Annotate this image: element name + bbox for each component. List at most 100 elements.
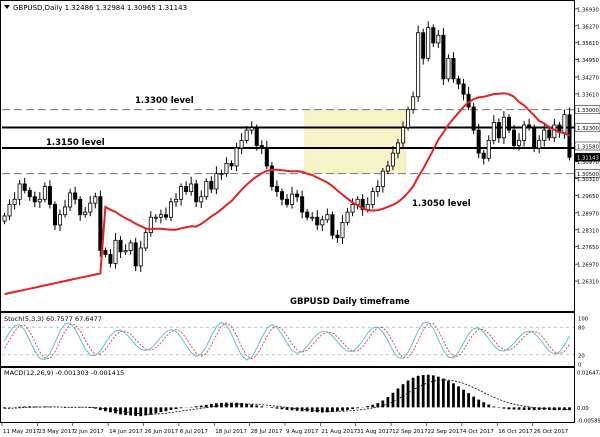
symbol-arrow-icon xyxy=(4,5,10,9)
candle-body xyxy=(279,191,284,200)
stoch-tick-label: 0 xyxy=(578,363,582,369)
price-tick-label: 1.36270 xyxy=(577,24,600,30)
date-tick-label: 9 Aug 2017 xyxy=(286,429,319,435)
price-tag xyxy=(574,152,600,162)
candle-body xyxy=(113,239,118,264)
candle-body xyxy=(128,242,133,251)
price-tick-label: 1.30500 xyxy=(577,172,600,178)
candle-body xyxy=(234,147,239,167)
date-tick-label: 23 May 2017 xyxy=(38,429,75,435)
candle-body xyxy=(138,247,143,267)
candle-body xyxy=(426,27,431,59)
candle-body xyxy=(118,239,123,253)
candle-body xyxy=(168,201,173,218)
candle-body xyxy=(148,216,153,234)
candle-body xyxy=(295,193,300,198)
price-tick-label: 1.36930 xyxy=(577,7,600,13)
candle-body xyxy=(229,163,234,167)
candle-body xyxy=(199,196,204,203)
moving-average xyxy=(4,92,570,296)
candle-body xyxy=(506,116,511,131)
date-tick-label: 4 Oct 2017 xyxy=(463,429,494,435)
candle-body xyxy=(88,202,93,213)
date-tick-label: 2 Jun 2017 xyxy=(74,429,105,435)
moving-average-line xyxy=(4,92,570,296)
candle-body xyxy=(103,250,108,255)
price-tick-label: 1.28310 xyxy=(577,228,600,234)
candle-body xyxy=(401,127,406,144)
macd-tick-label: 0.016472 xyxy=(577,371,600,377)
candle-body xyxy=(501,116,506,139)
stoch-label: Stoch(5,3,3) 60.7577 67.6477 xyxy=(4,315,102,323)
candle-body xyxy=(209,180,214,190)
candle-body xyxy=(98,196,103,251)
candle-body xyxy=(83,211,88,216)
candle-body xyxy=(264,147,269,167)
stoch-tick-label: 80 xyxy=(578,326,585,332)
candle-body xyxy=(441,34,446,80)
price-tick-label: 1.26310 xyxy=(577,280,600,286)
date-tick-label: 22 Sep 2017 xyxy=(428,429,464,435)
level-label-1-3300: 1.3300 level xyxy=(135,96,194,106)
symbol-line: GBPUSD,Daily 1.32486 1.32984 1.30965 1.3… xyxy=(13,4,187,12)
candle-body xyxy=(37,198,42,203)
candle-body xyxy=(476,129,481,154)
candle-body xyxy=(239,139,244,149)
candle-body xyxy=(522,124,527,141)
candle-body xyxy=(7,204,12,217)
candle-body xyxy=(204,180,209,198)
candle-body xyxy=(385,165,390,172)
candle-body xyxy=(63,206,68,216)
price-tick-label: 1.35610 xyxy=(577,41,600,47)
candle-body xyxy=(380,170,385,187)
candle-body xyxy=(73,192,78,200)
chart-main-label: GBPUSD Daily timeframe xyxy=(290,297,410,307)
candle-body xyxy=(421,32,426,59)
candle-body xyxy=(214,173,219,190)
candle-body xyxy=(194,183,199,203)
candle-body xyxy=(249,127,254,131)
range-box xyxy=(304,109,406,174)
candle-body xyxy=(143,232,148,249)
candle-body xyxy=(416,32,421,98)
candle-body xyxy=(456,78,461,85)
candle-body xyxy=(406,109,411,128)
price-tick-label: 1.33000 xyxy=(577,108,600,114)
candle-body xyxy=(52,204,57,226)
stoch-tick-label: 20 xyxy=(578,353,585,359)
candle-body xyxy=(527,124,532,128)
date-tick-label: 28 Jul 2017 xyxy=(251,429,283,435)
candle-body xyxy=(254,127,259,146)
candle-body xyxy=(12,198,17,205)
candle-body xyxy=(17,183,22,200)
candles xyxy=(2,21,572,273)
candle-body xyxy=(259,145,264,149)
candle-body xyxy=(123,250,128,253)
candle-body xyxy=(179,186,184,200)
candle-body xyxy=(32,196,37,203)
date-tick-label: 26 Oct 2017 xyxy=(534,429,569,435)
candle-body xyxy=(411,96,416,110)
candle-body xyxy=(481,152,486,159)
candle-body xyxy=(315,216,320,226)
candle-body xyxy=(274,186,279,193)
date-tick-label: 18 Jul 2017 xyxy=(215,429,247,435)
stoch-tick-label: 100 xyxy=(578,317,589,323)
macd-label: MACD(12,26,9) -0.001303 -0.001415 xyxy=(4,369,124,377)
candle-body xyxy=(57,214,63,226)
candle-body xyxy=(436,34,441,44)
macd-tick-label: 0.00 xyxy=(577,406,589,412)
candle-body xyxy=(395,142,400,154)
price-axis: 1.36930 1.36270 1.35610 1.34950 1.34270 1.336… xyxy=(574,7,600,286)
candle-body xyxy=(330,214,335,236)
price-tag xyxy=(574,105,600,114)
symbol-header: GBPUSD,Daily 1.32486 1.32984 1.30965 1.3… xyxy=(4,4,187,12)
candle-body xyxy=(446,57,451,80)
candle-body xyxy=(511,129,517,146)
candle-body xyxy=(22,183,27,191)
price-tick-label: 1.33610 xyxy=(577,92,600,98)
candle-body xyxy=(290,193,295,205)
